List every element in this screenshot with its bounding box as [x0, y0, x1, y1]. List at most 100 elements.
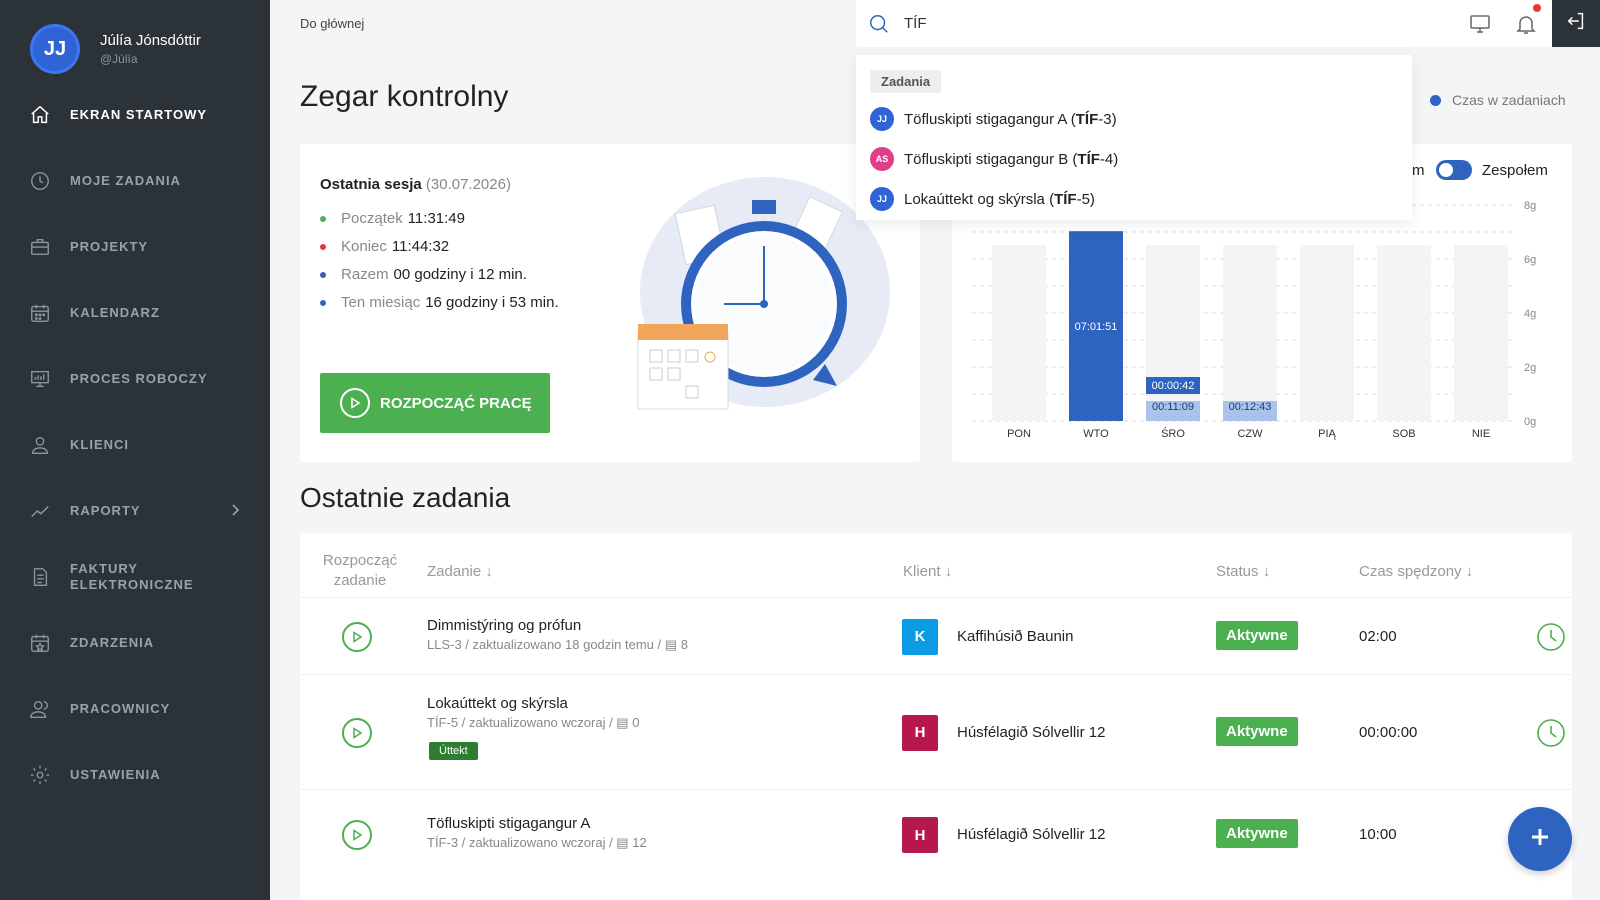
search-input[interactable]: [904, 15, 1304, 32]
time-spent: 10:00: [1359, 826, 1397, 843]
sidebar-item-clients[interactable]: KLIENCI: [0, 412, 270, 478]
search-icon: [868, 13, 890, 35]
sidebar-item-calendar[interactable]: KALENDARZ: [0, 280, 270, 346]
task-title[interactable]: Töfluskipti stigagangur A: [427, 815, 591, 832]
column-header-client[interactable]: Klient ↓: [903, 563, 953, 580]
logout-icon: [1565, 10, 1587, 37]
status-dot: [320, 215, 326, 222]
column-header-start: Rozpocząć zadanie: [322, 552, 398, 589]
search-result-item[interactable]: JJ Lokaúttekt og skýrsla (TÍF-5): [870, 179, 1398, 219]
add-button[interactable]: [1508, 807, 1572, 871]
legend-label: Czas w zadaniach: [1452, 92, 1566, 108]
x-tick-label: SOB: [1392, 428, 1415, 440]
search-bar: [856, 0, 1404, 47]
task-title[interactable]: Lokaúttekt og skýrsla: [427, 695, 568, 712]
sidebar-item-employees[interactable]: PRACOWNICY: [0, 676, 270, 742]
bell-icon[interactable]: [1514, 12, 1538, 36]
sidebar-item-label: USTAWIENIA: [70, 767, 161, 782]
page-title: Zegar kontrolny: [300, 80, 509, 113]
toggle-prefix: m: [1412, 162, 1425, 179]
avatar: JJ: [870, 187, 894, 211]
y-tick-label: 8g: [1524, 200, 1536, 212]
sidebar-item-reports[interactable]: RAPORTY: [0, 478, 270, 544]
x-tick-label: ŚRO: [1161, 427, 1185, 440]
table-row[interactable]: Töfluskipti stigagangur A TÍF-3 / zaktua…: [300, 789, 1572, 879]
bar[interactable]: [1146, 401, 1200, 421]
sidebar-item-label: EKRAN STARTOWY: [70, 107, 208, 122]
monitor-icon[interactable]: [1468, 12, 1492, 36]
sidebar-item-tasks[interactable]: MOJE ZADANIA: [0, 148, 270, 214]
task-title[interactable]: Dimmistýring og prófun: [427, 616, 582, 634]
user-icon: [28, 433, 52, 457]
table-row[interactable]: Lokaúttekt og skýrsla TÍF-5 / zaktualizo…: [300, 674, 1572, 789]
avatar: JJ: [30, 24, 80, 74]
comment-icon: ▤: [616, 715, 629, 730]
sidebar-item-label: KALENDARZ: [70, 305, 160, 320]
search-result-item[interactable]: JJ Töfluskipti stigagangur A (TÍF-3): [870, 99, 1398, 139]
breadcrumb[interactable]: Do głównej: [300, 16, 365, 31]
play-task-icon[interactable]: [342, 717, 372, 748]
search-result-item[interactable]: AS Töfluskipti stigagangur B (TÍF-4): [870, 139, 1398, 179]
users-icon: [28, 697, 52, 721]
sidebar-item-home[interactable]: EKRAN STARTOWY: [0, 82, 270, 148]
logout-button[interactable]: [1552, 0, 1600, 47]
search-result-label: Lokaúttekt og skýrsla (TÍF-5): [904, 190, 1095, 208]
column-header-time[interactable]: Czas spędzony ↓: [1359, 563, 1474, 580]
chart-line-icon: [28, 499, 52, 523]
status-dot: [320, 299, 326, 306]
chevron-right-icon: [230, 503, 240, 519]
session-title: Ostatnia sesja (30.07.2026): [320, 176, 511, 193]
sidebar-item-projects[interactable]: PROJEKTY: [0, 214, 270, 280]
notification-dot: [1533, 4, 1541, 12]
y-tick-label: 4g: [1524, 308, 1536, 320]
start-work-button[interactable]: ROZPOCZĄĆ PRACĘ: [320, 373, 550, 433]
column-header-status[interactable]: Status ↓: [1216, 563, 1271, 580]
client-badge: H: [902, 714, 938, 751]
bar[interactable]: [1069, 231, 1123, 421]
sidebar-item-events[interactable]: ZDARZENIA: [0, 610, 270, 676]
bar-value-label: 00:12:43: [1229, 401, 1272, 413]
bar-track: [992, 245, 1046, 421]
sidebar-item-label: PROJEKTY: [70, 239, 149, 254]
avatar: AS: [870, 147, 894, 171]
clock-icon[interactable]: [1536, 718, 1566, 748]
x-tick-label: CZW: [1237, 428, 1263, 440]
bar-track: [1454, 245, 1508, 421]
bar[interactable]: [1223, 401, 1277, 421]
play-task-icon[interactable]: [342, 820, 372, 850]
status-badge: Aktywne: [1216, 819, 1298, 848]
column-header-task[interactable]: Zadanie ↓: [427, 563, 493, 580]
client-badge: H: [902, 817, 938, 853]
calendar-icon: [28, 301, 52, 325]
bar-track: [1377, 245, 1431, 421]
team-toggle-label: Zespołem: [1482, 161, 1548, 179]
document-icon: [28, 565, 52, 589]
clock-icon[interactable]: [1536, 622, 1566, 652]
task-tag: Úttekt: [429, 742, 478, 760]
play-task-icon[interactable]: [342, 621, 372, 652]
session-stat: Razem 00 godziny i 12 min.: [320, 266, 527, 283]
user-handle: @Júlía: [100, 52, 138, 66]
status-badge: Aktywne: [1216, 620, 1298, 650]
start-work-label: ROZPOCZĄĆ PRACĘ: [380, 394, 532, 412]
status-dot: [320, 243, 326, 250]
plus-icon: [1529, 826, 1551, 853]
sidebar-item-label: PROCES ROBOCZY: [70, 371, 208, 386]
last-session-card: Ostatnia sesja (30.07.2026) Początek 11:3…: [300, 144, 920, 462]
sidebar-item-label: FAKTURY ELEKTRONICZNE: [70, 561, 194, 592]
avatar: JJ: [870, 107, 894, 131]
y-tick-label: 6g: [1524, 254, 1536, 266]
table-row[interactable]: Dimmistýring og prófun LLS-3 / zaktualiz…: [300, 597, 1572, 674]
section-title: Ostatnie zadania: [300, 482, 511, 513]
user-name: Júlía Jónsdóttir: [100, 32, 201, 49]
home-icon: [28, 103, 52, 127]
gear-icon: [28, 763, 52, 787]
status-badge: Aktywne: [1216, 716, 1298, 746]
user-profile[interactable]: JJ Júlía Jónsdóttir @Júlía: [30, 24, 201, 74]
sidebar-item-settings[interactable]: USTAWIENIA: [0, 742, 270, 808]
y-tick-label: 0g: [1524, 416, 1536, 428]
team-toggle[interactable]: [1436, 160, 1472, 180]
client-name: Kaffihúsið Baunin: [957, 627, 1074, 645]
sidebar-item-workflow[interactable]: PROCES ROBOCZY: [0, 346, 270, 412]
sidebar-item-invoices[interactable]: FAKTURY ELEKTRONICZNE: [0, 544, 270, 610]
